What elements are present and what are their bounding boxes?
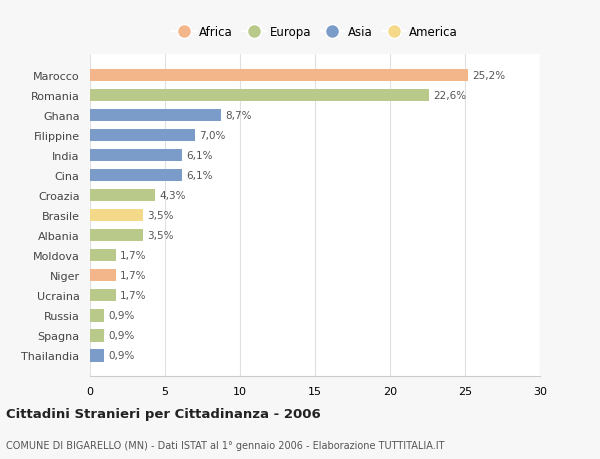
Text: Cittadini Stranieri per Cittadinanza - 2006: Cittadini Stranieri per Cittadinanza - 2… — [6, 407, 321, 420]
Bar — [90, 110, 221, 122]
Text: 3,5%: 3,5% — [147, 231, 173, 241]
Bar — [90, 210, 143, 222]
Legend: Africa, Europa, Asia, America: Africa, Europa, Asia, America — [169, 22, 461, 42]
Bar — [90, 150, 182, 162]
Text: 8,7%: 8,7% — [225, 111, 251, 121]
Bar — [90, 169, 182, 182]
Text: 22,6%: 22,6% — [434, 91, 467, 101]
Text: COMUNE DI BIGARELLO (MN) - Dati ISTAT al 1° gennaio 2006 - Elaborazione TUTTITAL: COMUNE DI BIGARELLO (MN) - Dati ISTAT al… — [6, 440, 445, 450]
Bar — [90, 269, 115, 282]
Bar — [90, 129, 195, 142]
Text: 4,3%: 4,3% — [159, 191, 185, 201]
Text: 1,7%: 1,7% — [120, 271, 146, 280]
Bar — [90, 230, 143, 242]
Text: 6,1%: 6,1% — [186, 171, 212, 181]
Text: 0,9%: 0,9% — [108, 311, 134, 321]
Text: 7,0%: 7,0% — [199, 131, 226, 141]
Text: 0,9%: 0,9% — [108, 330, 134, 341]
Text: 1,7%: 1,7% — [120, 291, 146, 301]
Text: 6,1%: 6,1% — [186, 151, 212, 161]
Bar — [90, 290, 115, 302]
Bar — [90, 70, 468, 82]
Text: 3,5%: 3,5% — [147, 211, 173, 221]
Bar — [90, 330, 104, 342]
Bar — [90, 90, 429, 102]
Bar — [90, 309, 104, 322]
Bar — [90, 250, 115, 262]
Bar — [90, 349, 104, 362]
Bar — [90, 190, 155, 202]
Text: 25,2%: 25,2% — [473, 71, 506, 81]
Text: 1,7%: 1,7% — [120, 251, 146, 261]
Text: 0,9%: 0,9% — [108, 351, 134, 361]
